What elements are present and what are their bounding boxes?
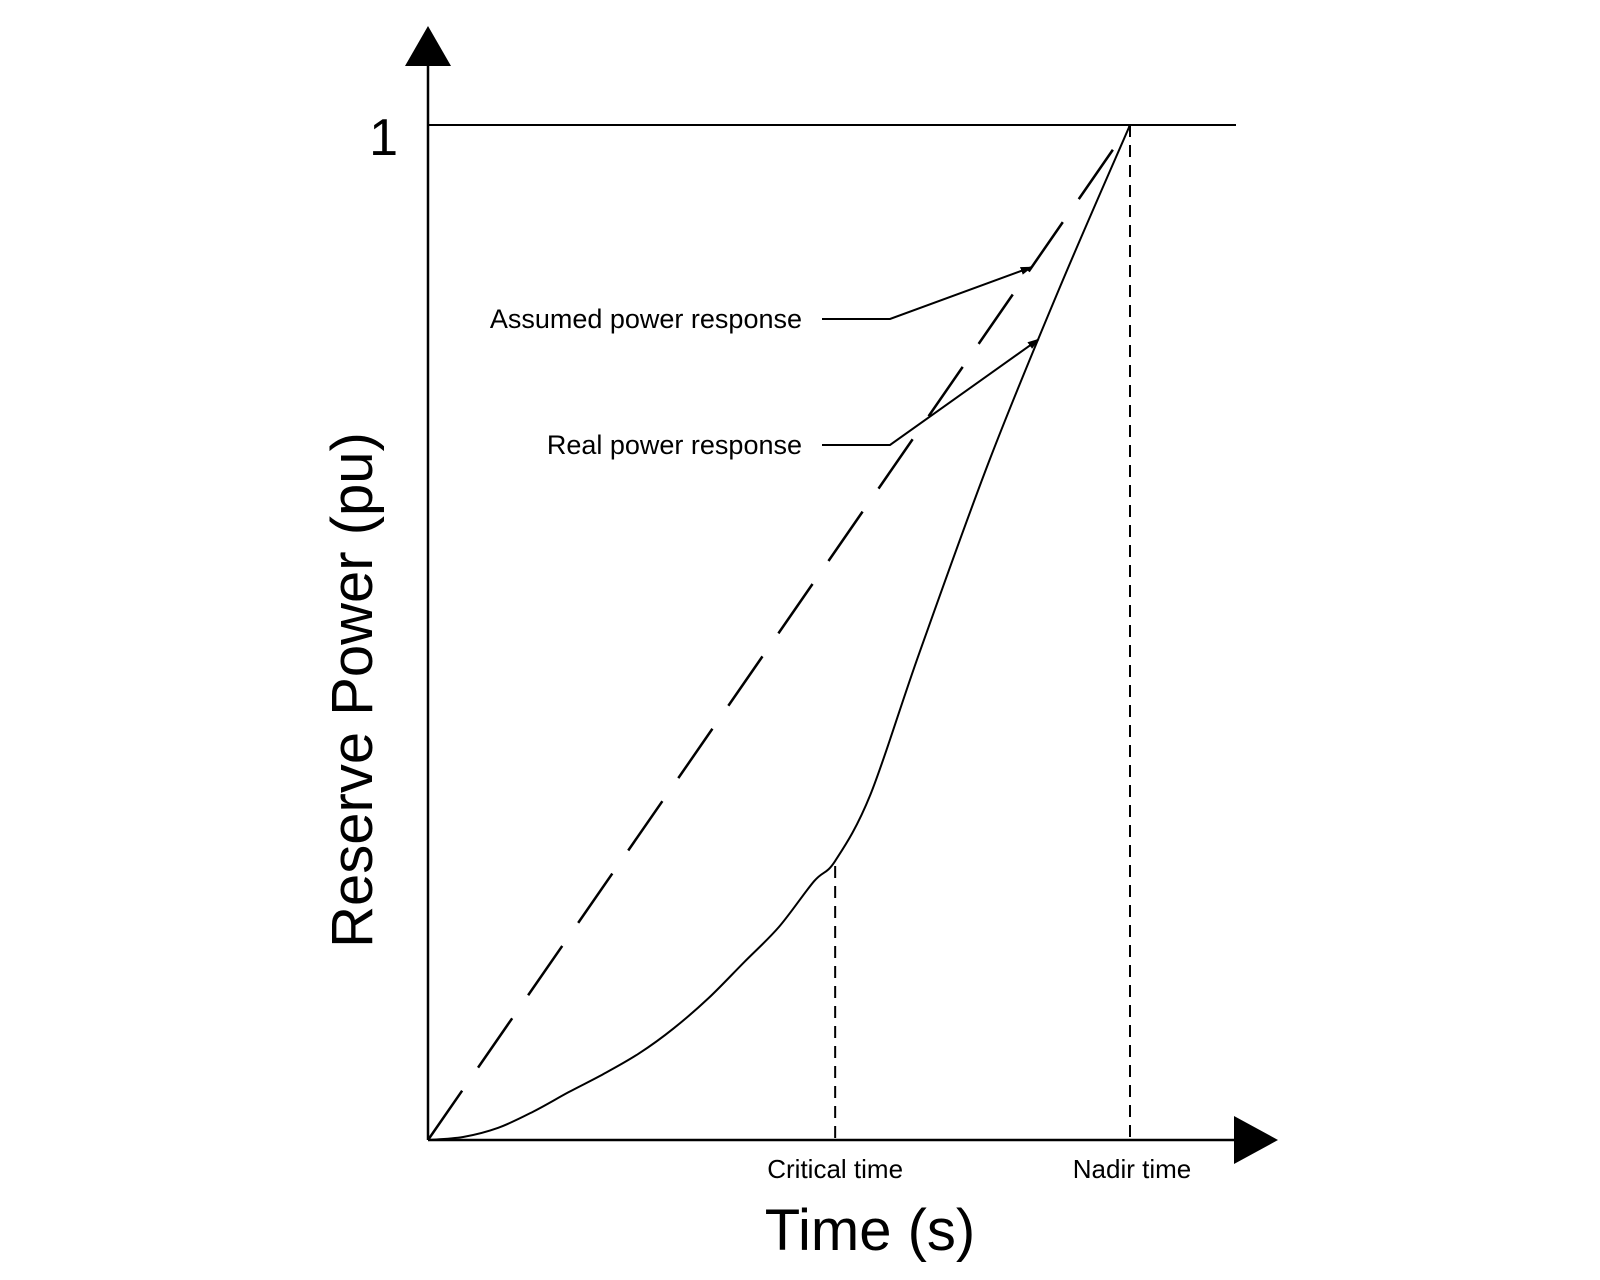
annotation-text-real: Real power response (547, 430, 802, 460)
annotation-leader-assumed (822, 266, 1033, 320)
y-axis-label: Reserve Power (pu) (320, 432, 385, 948)
x-marker-label-critical-time: Critical time (767, 1154, 903, 1184)
x-axis-label: Time (s) (765, 1198, 975, 1263)
series-assumed-power-response (426, 124, 1132, 1141)
annotation-text-assumed: Assumed power response (490, 304, 802, 334)
x-marker-label-nadir-time: Nadir time (1073, 1154, 1191, 1184)
annotation-leader-real (822, 338, 1040, 446)
x-axis-arrow (1234, 1116, 1278, 1164)
series-real-power-response (427, 124, 1131, 1141)
y-axis-arrow (405, 26, 451, 66)
y-tick-label-1: 1 (369, 109, 398, 167)
